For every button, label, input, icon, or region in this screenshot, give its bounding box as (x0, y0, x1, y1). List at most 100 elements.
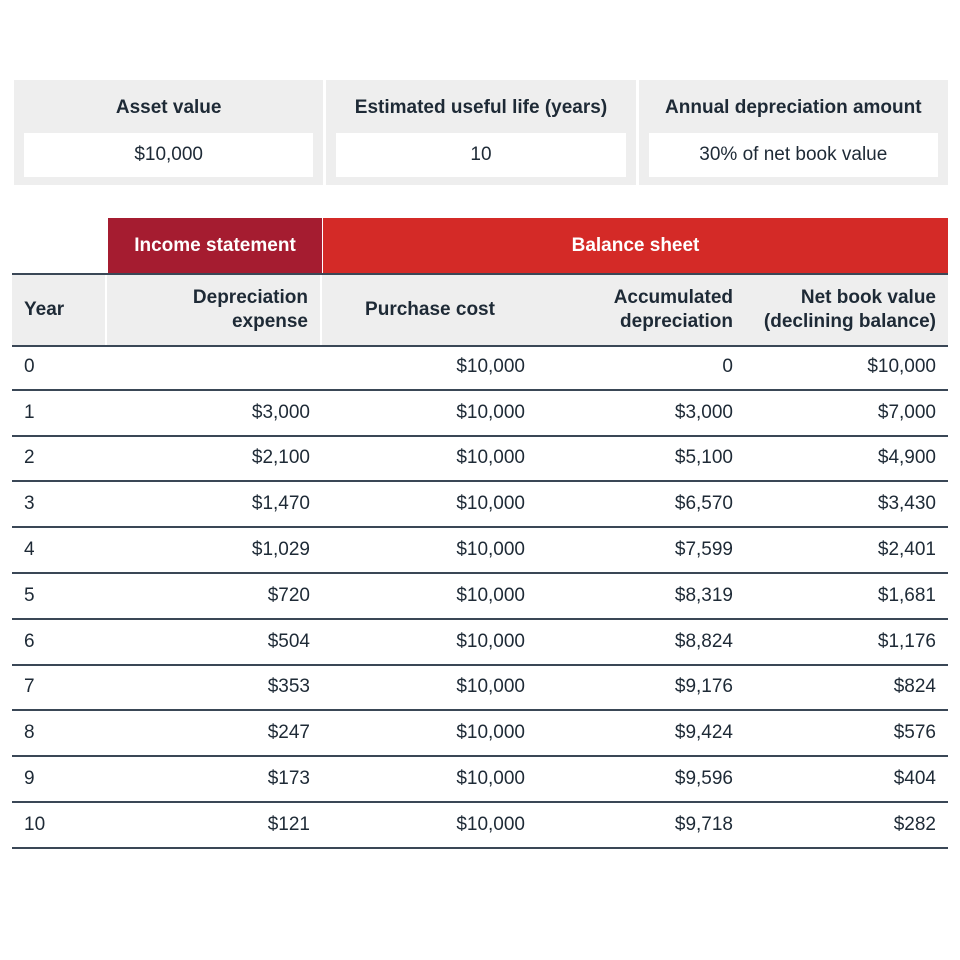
table-cell: $824 (745, 666, 948, 710)
column-header: Net book value (declining balance) (745, 275, 948, 345)
table-cell (108, 345, 322, 389)
table-cell: $10,000 (323, 666, 537, 710)
table-cell: $8,824 (538, 620, 745, 664)
header-text: Accumulated depreciation (613, 287, 733, 332)
cell-text: $4,900 (877, 447, 936, 469)
table-cell: $4,900 (745, 437, 948, 481)
cell-text: 2 (24, 447, 35, 469)
table-cell: $1,029 (108, 528, 322, 572)
table-cell: $1,176 (745, 620, 948, 664)
table-cell: $10,000 (323, 803, 537, 847)
table-cell: $720 (108, 574, 322, 618)
cell-text: $173 (267, 768, 310, 790)
table-cell: 0 (12, 345, 107, 389)
cell-text: $504 (267, 630, 310, 652)
cell-text: $10,000 (456, 722, 525, 744)
cell-text: $10,000 (456, 447, 525, 469)
cell-text: 9 (24, 768, 35, 790)
cell-text: $247 (267, 722, 310, 744)
cell-text: $10,000 (867, 355, 936, 377)
table-cell: $10,000 (323, 391, 537, 435)
cell-text: $9,424 (674, 722, 733, 744)
table-cell: $8,319 (538, 574, 745, 618)
table-cell: $9,176 (538, 666, 745, 710)
cell-text: $10,000 (456, 768, 525, 790)
cell-text: $824 (893, 676, 936, 698)
table-cell: $10,000 (323, 482, 537, 526)
cell-text: $8,824 (674, 630, 733, 652)
table-row: 1 $3,000 $10,000 $3,000 $7,000 (12, 391, 948, 437)
cell-text: 6 (24, 630, 35, 652)
cell-text: 1 (24, 401, 35, 423)
column-header: Depreciation expense (108, 275, 322, 345)
table-cell: $3,430 (745, 482, 948, 526)
table-row: 7 $353 $10,000 $9,176 $824 (12, 666, 948, 712)
cell-text: 3 (24, 493, 35, 515)
summary-value: $10,000 (24, 133, 314, 177)
table-row: 5 $720 $10,000 $8,319 $1,681 (12, 574, 948, 620)
table-cell: $10,000 (323, 574, 537, 618)
column-header: Accumulated depreciation (538, 275, 745, 345)
summary-box: Asset value $10,000 (14, 80, 324, 185)
cell-text: $1,029 (251, 539, 310, 561)
table-row: 3 $1,470 $10,000 $6,570 $3,430 (12, 482, 948, 529)
table-row: 9 $173 $10,000 $9,596 $404 (12, 757, 948, 803)
table-row: 4 $1,029 $10,000 $7,599 $2,401 (12, 528, 948, 574)
table-row: 10 $121 $10,000 $9,718 $282 (12, 803, 948, 849)
cell-text: $10,000 (456, 584, 525, 606)
cell-text: $10,000 (456, 401, 525, 423)
cell-text: $10,000 (456, 493, 525, 515)
table-row: 0 $10,000 0 $10,000 (12, 345, 948, 391)
table-cell: $10,000 (323, 528, 537, 572)
cell-text: $9,596 (674, 768, 733, 790)
cell-text: $7,000 (877, 401, 936, 423)
cell-text: $121 (267, 813, 310, 835)
table-cell: $404 (745, 757, 948, 801)
table-cell: $7,000 (745, 391, 948, 435)
table-cell: $5,100 (538, 437, 745, 481)
header-text: Year (24, 299, 65, 320)
cell-text: 0 (722, 355, 733, 377)
table-cell: $10,000 (323, 711, 537, 755)
table-cell: $10,000 (323, 437, 537, 481)
group-header: Income statement (108, 218, 322, 273)
cell-text: $3,000 (251, 401, 310, 423)
cell-text: $2,401 (877, 539, 936, 561)
summary-label: Annual depreciation amount (665, 97, 922, 118)
cell-text: $7,599 (674, 539, 733, 561)
header-text: Depreciation expense (192, 287, 308, 332)
table-cell: 5 (12, 574, 107, 618)
table-cell: $9,718 (538, 803, 745, 847)
column-header: Year (12, 275, 107, 345)
table-cell: $576 (745, 711, 948, 755)
header-text: Purchase cost (365, 299, 495, 320)
cell-text: 7 (24, 676, 35, 698)
cell-text: $10,000 (456, 539, 525, 561)
summary-box: Annual depreciation amount 30% of net boo… (638, 80, 948, 185)
table-cell: $7,599 (538, 528, 745, 572)
summary-box: Estimated useful life (years) 10 (326, 80, 636, 185)
cell-text: $576 (893, 722, 936, 744)
table-cell: $504 (108, 620, 322, 664)
table-cell: 0 (538, 345, 745, 389)
table-cell: 7 (12, 666, 107, 710)
summary-label: Estimated useful life (years) (354, 97, 608, 118)
table-cell: $3,000 (538, 391, 745, 435)
table-cell: $282 (745, 803, 948, 847)
summary-label: Asset value (115, 97, 222, 118)
table-cell: 6 (12, 620, 107, 664)
cell-text: $1,681 (877, 584, 936, 606)
table-cell: 4 (12, 528, 107, 572)
cell-text: 8 (24, 722, 35, 744)
cell-text: $10,000 (456, 676, 525, 698)
cell-text: $10,000 (456, 355, 525, 377)
table-cell: $173 (108, 757, 322, 801)
cell-text: $10,000 (456, 813, 525, 835)
table-cell: $353 (108, 666, 322, 710)
summary-value: 10 (336, 133, 626, 177)
table-cell: $9,424 (538, 711, 745, 755)
table-cell: 10 (12, 803, 107, 847)
header-text: Net book value (declining balance) (763, 287, 936, 332)
table-cell: $6,570 (538, 482, 745, 526)
